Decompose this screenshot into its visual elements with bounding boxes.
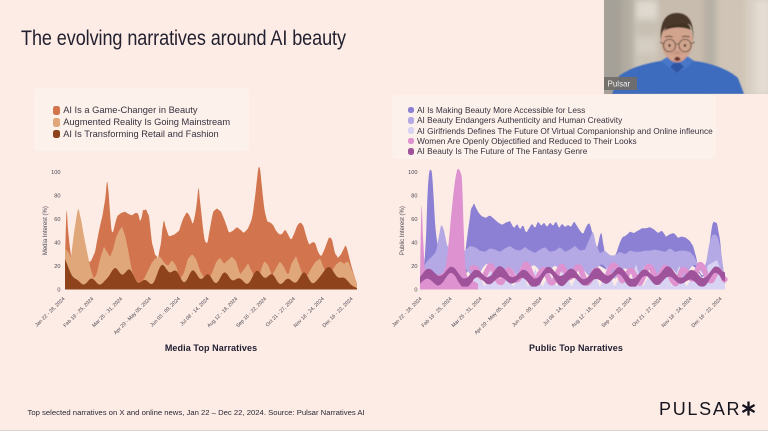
svg-text:Feb 19 - 25, 2024: Feb 19 - 25, 2024 (421, 296, 454, 329)
svg-text:40: 40 (411, 240, 417, 246)
svg-text:60: 60 (411, 217, 417, 223)
svg-text:Sep 16 - 22, 2024: Sep 16 - 22, 2024 (601, 296, 634, 329)
svg-text:Jul 08 - 14, 2024: Jul 08 - 14, 2024 (542, 296, 573, 327)
svg-text:Oct 21 - 27, 2024: Oct 21 - 27, 2024 (265, 296, 297, 328)
svg-text:0: 0 (414, 288, 417, 294)
svg-text:Jun 03 - 09, 2024: Jun 03 - 09, 2024 (511, 296, 543, 328)
svg-text:Feb 19 - 25, 2024: Feb 19 - 25, 2024 (63, 296, 96, 329)
svg-text:20: 20 (411, 264, 417, 270)
svg-text:100: 100 (51, 170, 60, 176)
svg-text:Public Interest (%): Public Interest (%) (400, 206, 406, 255)
svg-text:Aug 12 - 18, 2024: Aug 12 - 18, 2024 (571, 296, 604, 329)
svg-text:Nov 18 - 24, 2024: Nov 18 - 24, 2024 (661, 296, 694, 329)
svg-text:Jan 22 - 28, 2024: Jan 22 - 28, 2024 (391, 296, 423, 328)
svg-text:80: 80 (411, 193, 417, 199)
svg-text:Dec 16 - 22, 2024: Dec 16 - 22, 2024 (322, 296, 355, 329)
svg-text:Sep 16 - 22, 2024: Sep 16 - 22, 2024 (235, 296, 268, 329)
svg-text:60: 60 (54, 217, 60, 223)
svg-text:80: 80 (54, 193, 60, 199)
svg-text:Oct 21 - 27, 2024: Oct 21 - 27, 2024 (631, 296, 663, 328)
svg-text:Dec 16 - 22, 2024: Dec 16 - 22, 2024 (691, 296, 724, 329)
svg-text:Aug 12 - 18, 2024: Aug 12 - 18, 2024 (206, 296, 239, 329)
svg-text:Mar 25 - 31, 2024: Mar 25 - 31, 2024 (451, 296, 484, 329)
svg-text:0: 0 (57, 288, 60, 294)
svg-text:Nov 18 - 24, 2024: Nov 18 - 24, 2024 (293, 296, 326, 329)
svg-text:Media Interest (%): Media Interest (%) (43, 206, 49, 255)
svg-text:Jan 22 - 28, 2024: Jan 22 - 28, 2024 (34, 296, 66, 328)
svg-text:Jul 08 - 14, 2024: Jul 08 - 14, 2024 (179, 296, 210, 327)
svg-text:Pulsar: Pulsar (608, 80, 631, 89)
svg-text:100: 100 (408, 170, 417, 176)
svg-text:Jun 03 - 09, 2024: Jun 03 - 09, 2024 (149, 296, 181, 328)
svg-text:40: 40 (54, 240, 60, 246)
svg-text:20: 20 (54, 264, 60, 270)
svg-text:Mar 25 - 31, 2024: Mar 25 - 31, 2024 (91, 296, 124, 329)
